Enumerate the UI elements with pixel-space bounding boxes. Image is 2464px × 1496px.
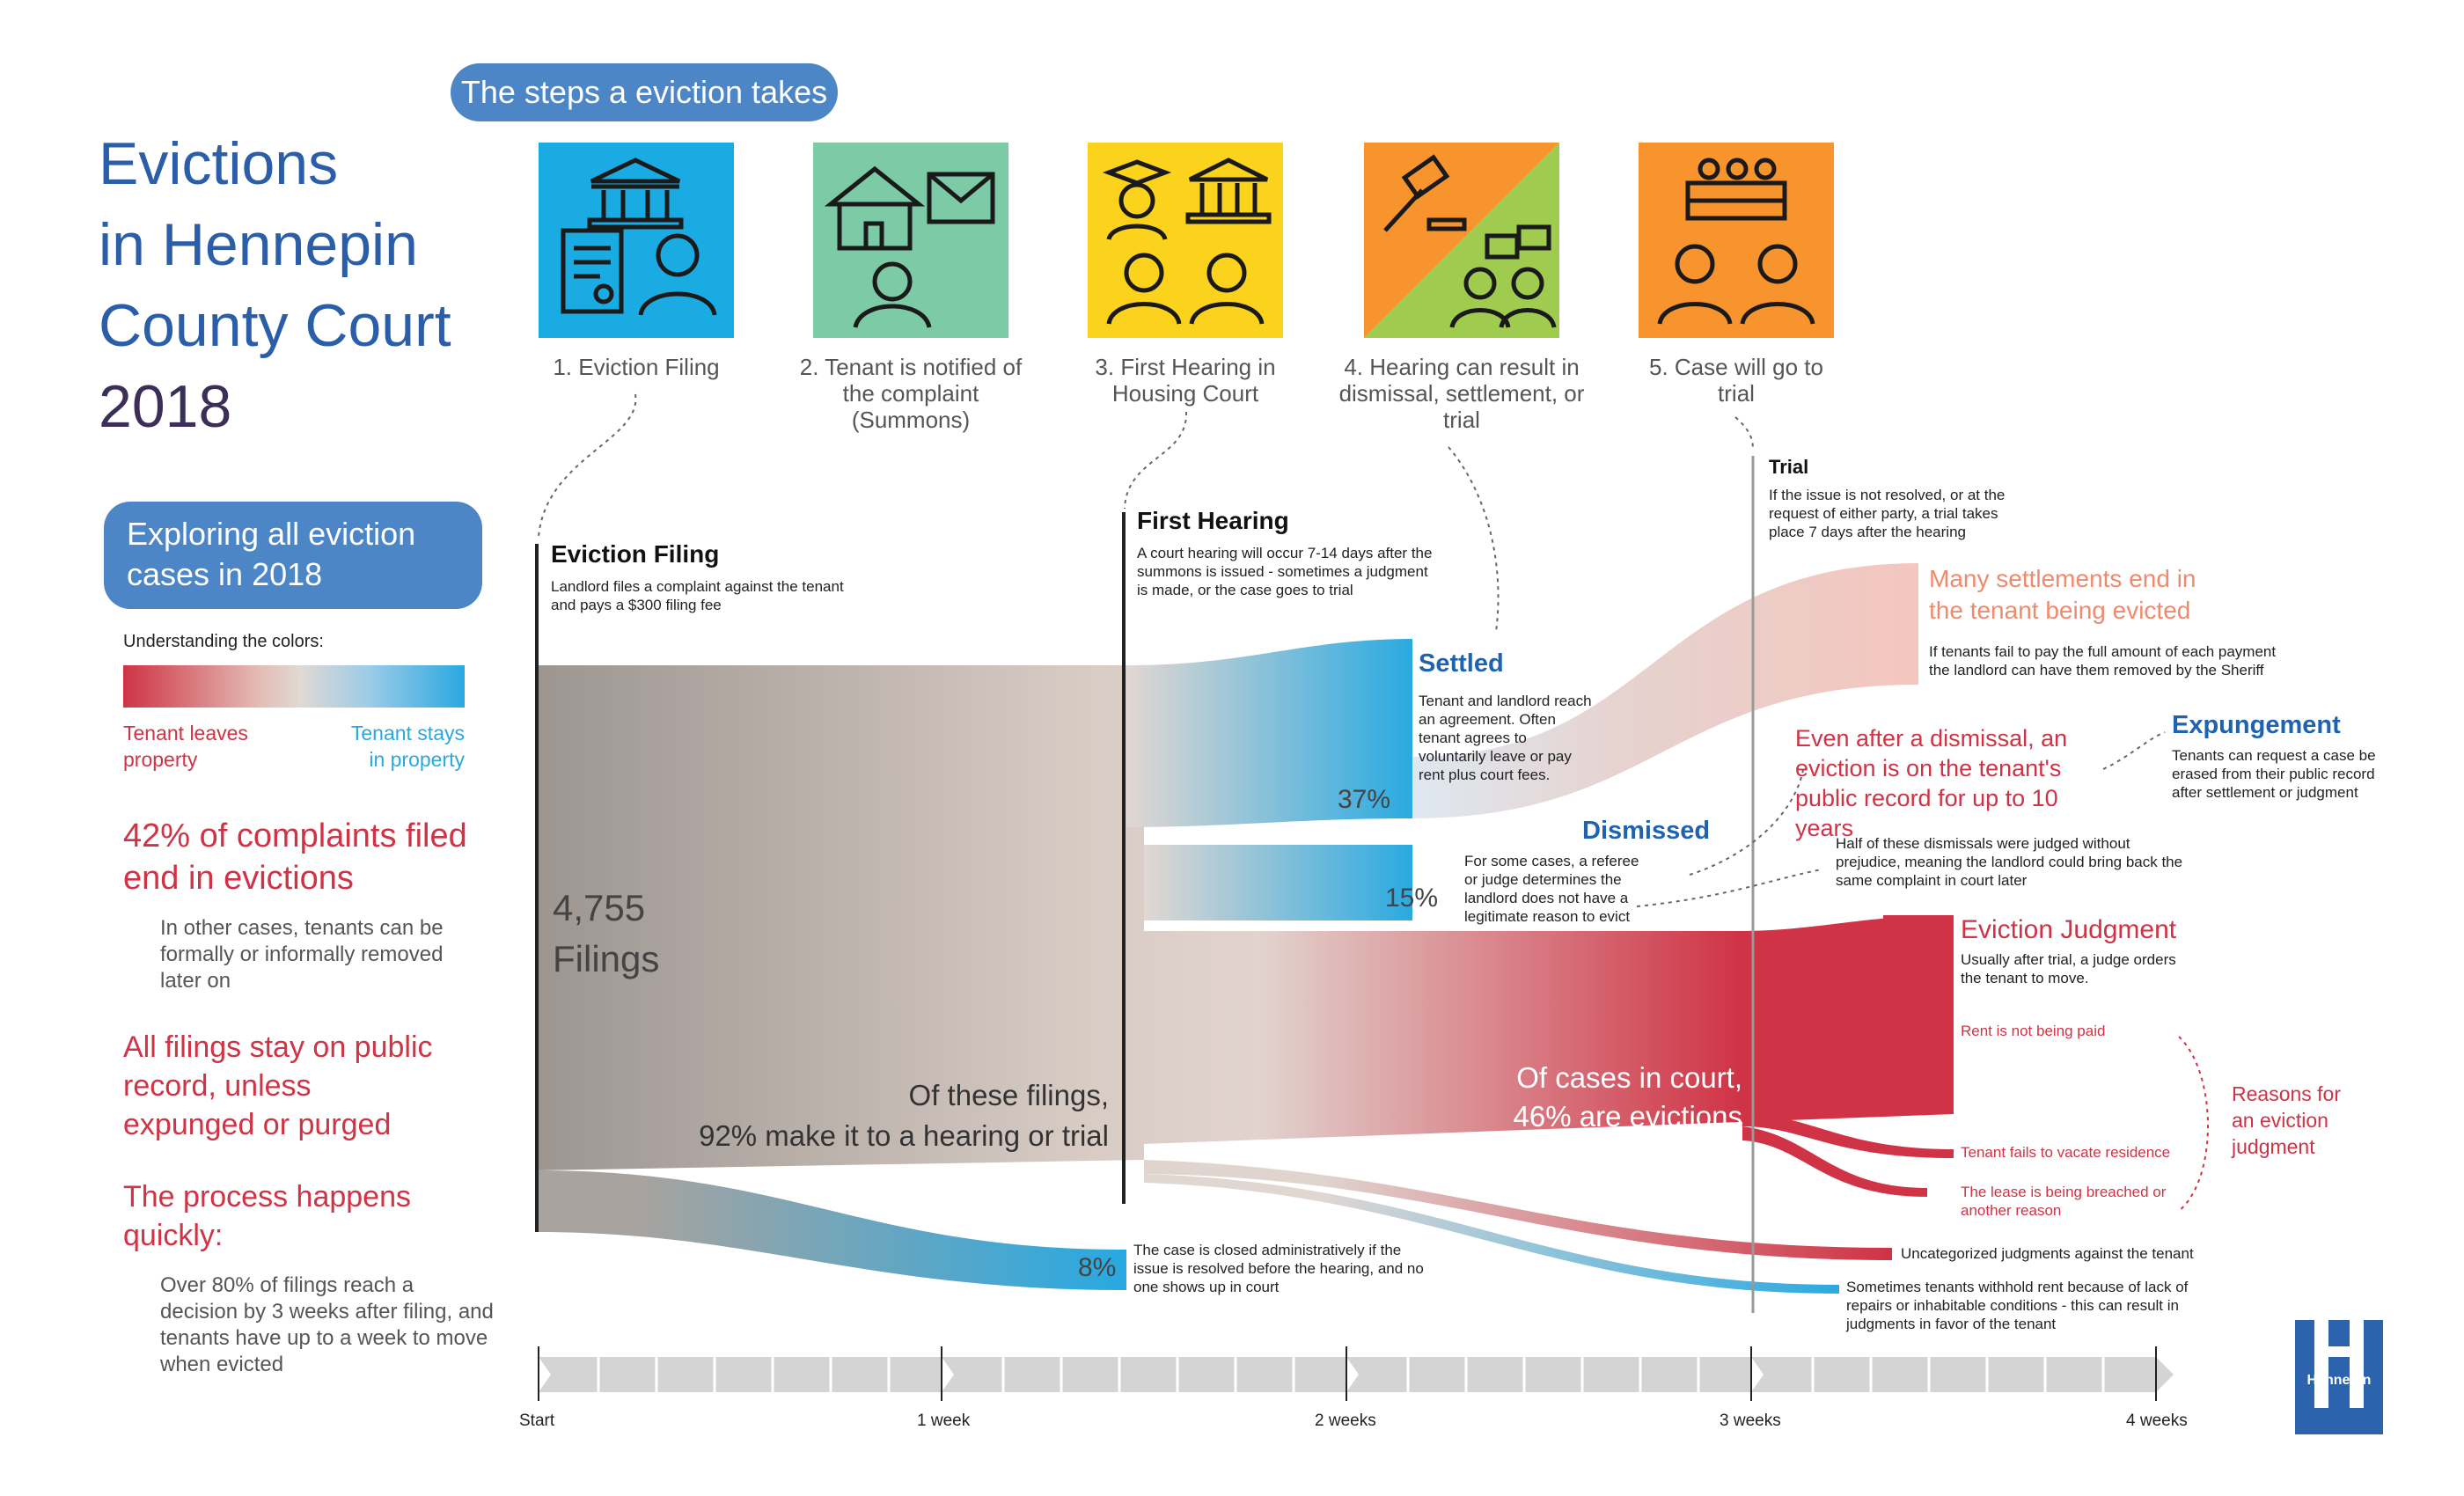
flow-main <box>537 665 1144 1170</box>
dismiss-record: Even after a dismissal, an eviction is o… <box>1795 725 2068 841</box>
dismiss-half: Half of these dismissals were judged wit… <box>1836 835 2183 889</box>
hearing-pct-text1: Of these filings, <box>908 1079 1109 1111</box>
tick-1-week: 1 week <box>917 1412 971 1430</box>
tick-4-weeks: 4 weeks <box>2126 1412 2188 1430</box>
court-text2: 46% are evictions <box>1513 1100 1742 1133</box>
color-gradient-legend <box>123 665 465 708</box>
jury-icon <box>1657 158 1815 325</box>
courthouse-document-icon <box>561 158 717 316</box>
flow-closed <box>537 1170 1126 1290</box>
dismissed-head: Dismissed <box>1582 817 1711 845</box>
flow-settled <box>1126 639 1412 827</box>
legend-title: Understanding the colors: <box>123 632 324 651</box>
timeline-bar <box>538 1346 2174 1401</box>
flow-dismissed <box>1144 845 1412 920</box>
step-label-hearing: 3. First Hearing in Housing Court <box>1095 354 1276 407</box>
connector-filing <box>538 393 637 538</box>
trial-head: Trial <box>1769 456 1809 478</box>
step-tile-hearing <box>1088 143 1283 338</box>
withhold-note: Sometimes tenants withhold rent because … <box>1846 1279 2189 1332</box>
uncategorized-note: Uncategorized judgments against the tena… <box>1901 1245 2194 1262</box>
logo-text: Hennepin <box>2306 1373 2372 1388</box>
settled-pct: 37% <box>1338 785 1391 814</box>
expunge-head: Expungement <box>2172 711 2341 739</box>
title-line2: in Hennepin <box>99 211 418 278</box>
reason-rent: Rent is not being paid <box>1961 1023 2106 1039</box>
step-label-results: 4. Hearing can result in dismissal, sett… <box>1338 354 1585 433</box>
reason-vacate: Tenant fails to vacate residence <box>1961 1144 2171 1161</box>
flow-uncategorized <box>1144 1160 1892 1260</box>
tick-3-weeks: 3 weeks <box>1720 1412 1781 1430</box>
stat-evictions-note: In other cases, tenants can be formally … <box>160 916 444 993</box>
reason-lease: The lease is being breached or another r… <box>1961 1184 2167 1219</box>
connector-expunge <box>2102 731 2166 770</box>
flow-withhold <box>1144 1174 1839 1294</box>
flow-reason-lease <box>1742 1126 1927 1197</box>
title-line3: County Court <box>99 292 451 359</box>
stat-quick: The process happens quickly: <box>123 1180 411 1252</box>
legend-left: Tenant leaves property <box>123 722 248 771</box>
filing-head: Eviction Filing <box>551 540 720 568</box>
flow-settle-evict <box>1412 563 1918 818</box>
tick-2-weeks: 2 weeks <box>1315 1412 1376 1430</box>
connector-reasons <box>2178 1036 2209 1212</box>
trial-desc: If the issue is not resolved, or at the … <box>1769 487 2006 540</box>
hearing-head: First Hearing <box>1137 507 1289 534</box>
judgment-desc: Usually after trial, a judge orders the … <box>1961 951 2176 986</box>
step-tile-trial <box>1639 143 1834 338</box>
connector-trial <box>1734 416 1754 451</box>
steps-pill: The steps a eviction takes <box>451 63 838 121</box>
connector-results <box>1448 446 1500 633</box>
step-label-summons: 2. Tenant is notified of the complaint (… <box>799 354 1023 433</box>
settled-desc: Tenant and landlord reach an agreement. … <box>1419 693 1592 783</box>
filings-count: 4,755 <box>553 887 646 928</box>
stat-public-record: All filings stay on public record, unles… <box>123 1030 433 1141</box>
connector-hearing <box>1124 411 1188 510</box>
stat-evictions: 42% of complaints filed end in evictions <box>123 818 467 897</box>
gavel-discussion-icon <box>1364 143 1559 338</box>
step-tile-results <box>1364 143 1559 338</box>
tick-start: Start <box>519 1412 555 1430</box>
hennepin-logo <box>2295 1320 2383 1434</box>
explore-pill: Exploring all eviction cases in 2018 <box>104 502 482 609</box>
filings-label: Filings <box>553 938 660 979</box>
connector-half <box>1636 869 1822 907</box>
judgment-block <box>1883 915 1954 1114</box>
court-text1: Of cases in court, <box>1516 1061 1742 1094</box>
judge-courthouse-icon <box>1102 158 1272 325</box>
house-mail-icon <box>824 165 995 328</box>
judgment-head: Eviction Judgment <box>1961 915 2177 944</box>
reasons-label: Reasons for an eviction judgment <box>2232 1082 2342 1158</box>
step-label-filing: 1. Eviction Filing <box>553 354 720 380</box>
flow-court <box>1144 915 1954 1144</box>
step-tile-summons <box>813 143 1008 338</box>
title-year: 2018 <box>99 373 232 440</box>
closed-pct: 8% <box>1078 1253 1117 1282</box>
dismissed-pct: 15% <box>1385 884 1439 913</box>
settle-evict-head: Many settlements end in the tenant being… <box>1929 565 2196 624</box>
hearing-desc: A court hearing will occur 7-14 days aft… <box>1137 545 1433 598</box>
filing-desc: Landlord files a complaint against the t… <box>551 578 844 613</box>
title-line1: Evictions <box>99 130 339 197</box>
page-title: Evictions in Hennepin County Court 2018 <box>99 123 451 447</box>
settle-evict-desc: If tenants fail to pay the full amount o… <box>1929 643 2277 678</box>
hearing-pct-text2: 92% make it to a hearing or trial <box>699 1119 1109 1152</box>
dismissed-desc: For some cases, a referee or judge deter… <box>1464 853 1639 925</box>
step-label-trial: 5. Case will go to trial <box>1649 354 1823 407</box>
stat-quick-note: Over 80% of filings reach a decision by … <box>160 1273 494 1376</box>
closed-desc: The case is closed administratively if t… <box>1133 1242 1424 1295</box>
settled-head: Settled <box>1419 649 1504 678</box>
legend-right: Tenant stays in property <box>350 722 465 771</box>
expunge-desc: Tenants can request a case be erased fro… <box>2172 747 2376 801</box>
flow-reason-vacate <box>1742 1114 1954 1158</box>
step-tile-filing <box>539 143 734 338</box>
